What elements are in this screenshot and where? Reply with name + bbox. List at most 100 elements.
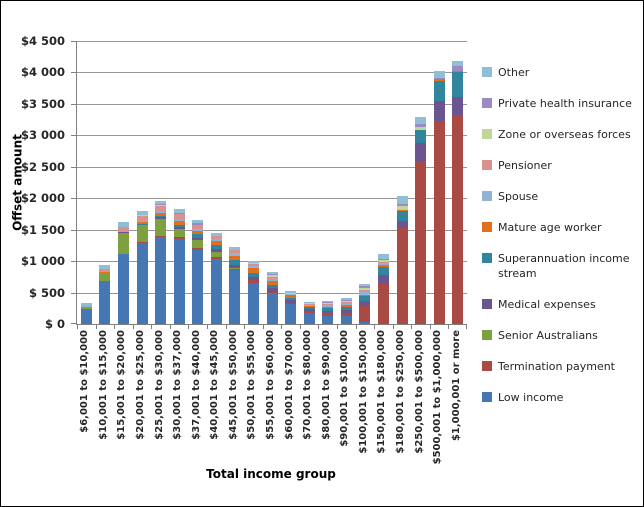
bar-segment <box>396 195 408 204</box>
bar-segment <box>192 225 204 229</box>
gridline <box>77 72 467 74</box>
y-axis-tick <box>71 72 77 74</box>
bar-segment <box>155 217 167 219</box>
bar-3 <box>114 41 133 324</box>
bar-segment <box>155 203 167 205</box>
bar-segment <box>99 280 111 324</box>
bar-14 <box>319 41 338 324</box>
bar-segment <box>359 301 371 307</box>
y-axis-tick <box>71 103 77 105</box>
bar-segment <box>452 72 464 98</box>
bar-6 <box>170 41 189 324</box>
bar-segment <box>303 302 315 303</box>
bar-segment <box>359 306 371 323</box>
bar-segment <box>210 251 222 258</box>
bar-segment <box>173 224 185 227</box>
bar-segment <box>322 303 334 305</box>
legend-label: Spouse <box>498 190 539 203</box>
bar-segment <box>303 308 315 312</box>
x-axis-tick <box>466 324 467 329</box>
x-axis-tick-label: $6,001 to $10,000 <box>79 330 91 433</box>
bar-segment <box>285 292 297 294</box>
plot-area <box>71 41 467 329</box>
gridline <box>77 41 467 42</box>
bar-segment <box>155 216 167 218</box>
bar-segment <box>285 303 297 304</box>
y-axis-tick-label: $ 500 <box>28 285 65 300</box>
bar-segment <box>303 303 315 304</box>
bar-segment <box>192 228 204 231</box>
x-axis-tick-label: $80,001 to $90,000 <box>320 330 332 440</box>
bar-segment <box>433 70 445 78</box>
legend-swatch <box>482 191 492 201</box>
bar-segment <box>173 212 185 214</box>
legend-item: Medical expenses <box>482 297 640 312</box>
legend-label: Zone or overseas forces <box>498 128 631 141</box>
x-axis-tick-label: $50,001 to $55,000 <box>246 330 258 440</box>
bar-segment <box>303 305 315 308</box>
bar-5 <box>151 41 170 324</box>
bar-13 <box>300 41 319 324</box>
legend-item: Private health insurance <box>482 96 640 111</box>
gridline <box>77 166 467 168</box>
bar-segment <box>99 268 111 270</box>
bar-segment <box>266 281 278 285</box>
x-axis-tick <box>226 324 227 329</box>
bar-segment <box>340 300 352 303</box>
legend: Other Private health insurance Zone or ove… <box>482 65 640 405</box>
gridline <box>77 229 467 231</box>
bar-segment <box>378 265 390 267</box>
bar-segment <box>229 264 241 268</box>
y-axis-tick-label: $3 000 <box>20 128 65 143</box>
x-axis-tick <box>244 324 245 329</box>
bar-segment <box>340 305 352 307</box>
bar-segment <box>117 253 129 324</box>
bar-segment <box>378 266 390 275</box>
bar-segment <box>378 263 390 266</box>
bar-segment <box>415 130 427 143</box>
bar-segment <box>322 313 334 316</box>
bar-segment <box>247 262 259 264</box>
bar-segment <box>192 224 204 226</box>
bar-12 <box>281 41 300 324</box>
bar-segment <box>173 213 185 215</box>
legend-label: Mature age worker <box>498 221 602 234</box>
x-axis-tick <box>318 324 319 329</box>
x-axis-tick-label: $60,001 to $70,000 <box>283 330 295 440</box>
bar-segment <box>173 209 185 213</box>
y-axis-tick-label: $1 500 <box>20 222 65 237</box>
bar-segment <box>155 200 167 204</box>
legend-item: Termination payment <box>482 359 640 374</box>
bar-segment <box>210 236 222 239</box>
bar-segment <box>396 228 408 324</box>
bar-segment <box>433 78 445 81</box>
bar-segment <box>155 235 167 238</box>
legend-label: Pensioner <box>498 159 552 172</box>
bar-segment <box>340 302 352 304</box>
bar-segment <box>173 237 185 240</box>
bar-segment <box>396 210 408 211</box>
x-axis-tick <box>374 324 375 329</box>
bar-segment <box>396 203 408 207</box>
y-axis-tick <box>71 292 77 294</box>
bar-segment <box>210 240 222 246</box>
bar-segment <box>229 270 241 324</box>
bar-segment <box>229 249 241 251</box>
legend-item: Other <box>482 65 640 80</box>
bar-segment <box>378 261 390 264</box>
legend-item: Pensioner <box>482 158 640 173</box>
x-axis-tick-label: $15,001 to $20,000 <box>116 330 128 440</box>
bar-segment <box>415 142 427 161</box>
legend-swatch <box>482 253 492 263</box>
bar-segment <box>192 230 204 235</box>
x-axis-tick <box>411 324 412 329</box>
legend-swatch <box>482 129 492 139</box>
bar-segment <box>452 66 464 71</box>
bar-segment <box>210 259 222 324</box>
bar-segment <box>359 287 371 291</box>
bar-segment <box>192 240 204 248</box>
bar-segment <box>210 238 222 241</box>
bar-segment <box>136 224 148 226</box>
bar-segment <box>266 293 278 324</box>
bar-segment <box>136 221 148 225</box>
